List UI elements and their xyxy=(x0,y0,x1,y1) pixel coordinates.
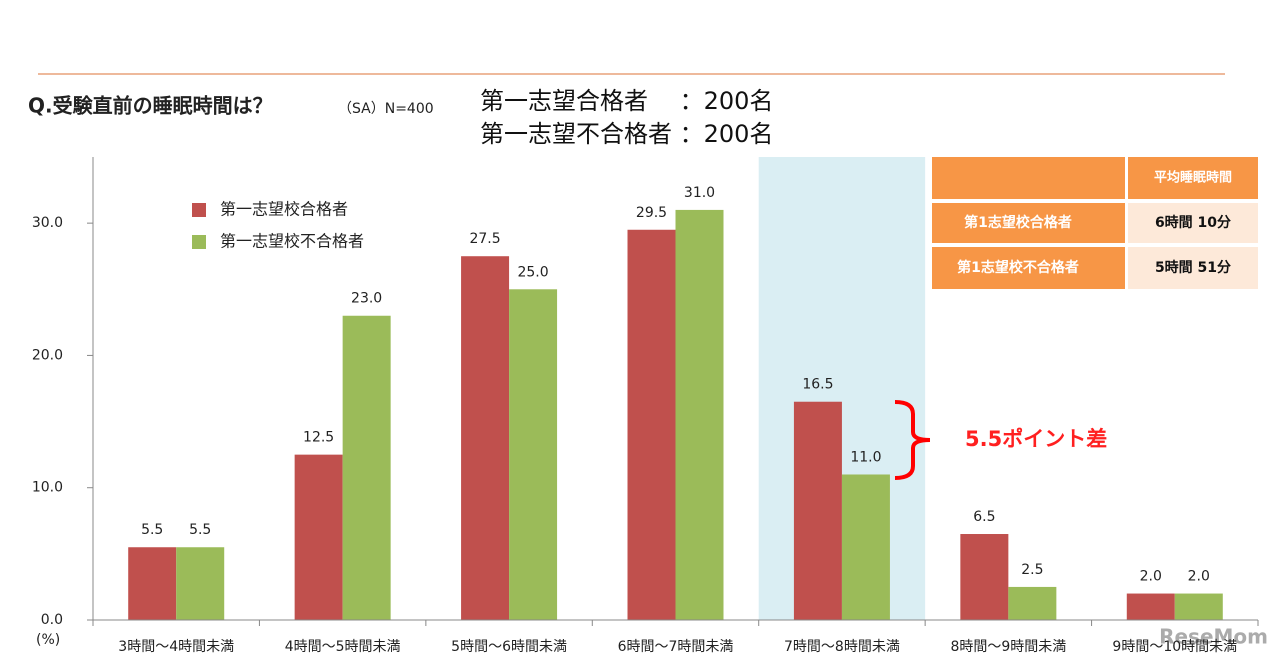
legend-swatch xyxy=(192,203,206,217)
value-label: 2.5 xyxy=(1021,562,1043,578)
y-tick-label: 30.0 xyxy=(32,215,63,231)
value-label: 31.0 xyxy=(684,185,715,201)
table-cell xyxy=(932,157,1125,199)
y-tick-label: 10.0 xyxy=(32,480,63,496)
legend-label: 第一志望校不合格者 xyxy=(220,232,364,251)
bar xyxy=(675,209,724,620)
value-label: 23.0 xyxy=(351,291,382,307)
x-tick-label: 5時間～6時間未満 xyxy=(451,639,567,655)
value-label: 25.0 xyxy=(517,264,548,280)
bar xyxy=(627,229,676,620)
table-cell xyxy=(1128,203,1258,243)
bar xyxy=(1126,593,1175,620)
value-label: 29.5 xyxy=(636,205,667,221)
value-label: 2.0 xyxy=(1188,569,1210,585)
value-label: 5.5 xyxy=(141,522,163,538)
note: 第一志望不合格者 ：200名 xyxy=(480,120,773,148)
x-tick-label: 4時間～5時間未満 xyxy=(285,639,401,655)
annotation: 5.5ポイント差 xyxy=(965,427,1107,451)
value-label: 27.5 xyxy=(469,231,500,247)
value-label: 5.5 xyxy=(189,522,211,538)
table-cell xyxy=(1128,157,1258,199)
x-tick-label: 8時間～9時間未満 xyxy=(950,639,1066,655)
bracket xyxy=(894,400,931,480)
x-tick-label: 3時間～4時間未満 xyxy=(118,639,234,655)
chart-title: Q.受験直前の睡眠時間は？ xyxy=(28,94,273,118)
x-tick-label: 7時間～8時間未満 xyxy=(784,639,900,655)
legend-label: 第一志望校合格者 xyxy=(220,200,348,219)
bar xyxy=(793,401,842,620)
note: 第一志望合格者 ：200名 xyxy=(480,87,773,115)
bar xyxy=(461,256,510,620)
table-cell-text: 第1志望校不合格者 xyxy=(957,259,1079,276)
value-label: 12.5 xyxy=(303,430,334,446)
bar xyxy=(342,315,391,620)
bar xyxy=(1174,593,1223,620)
y-tick-label: 20.0 xyxy=(32,347,63,363)
y-unit: (%) xyxy=(36,632,60,648)
x-tick-label: 9時間～10時間未満 xyxy=(1112,639,1237,655)
bar xyxy=(128,547,177,620)
table-cell xyxy=(932,247,1125,289)
table-header: 平均睡眠時間 xyxy=(1154,170,1232,186)
bar xyxy=(176,547,225,620)
table-cell xyxy=(1128,247,1258,289)
bar xyxy=(509,289,558,620)
legend-swatch xyxy=(192,235,206,249)
bar xyxy=(841,474,890,620)
value-label: 16.5 xyxy=(802,377,833,393)
bar xyxy=(1008,586,1057,620)
table-cell-text: 第1志望校合格者 xyxy=(964,214,1072,231)
x-tick-label: 6時間～7時間未満 xyxy=(618,639,734,655)
table-cell-text: 5時間 51分 xyxy=(1155,259,1231,276)
value-label: 2.0 xyxy=(1140,569,1162,585)
table-cell xyxy=(932,203,1125,243)
value-label: 6.5 xyxy=(973,509,995,525)
subtitle: （SA）N=400 xyxy=(338,101,434,117)
summary-table: 平均睡眠時間 第1志望校合格者 6時間 10分 第1志望校不合格者 5時間 51… xyxy=(932,157,1258,289)
watermark: ReseMom xyxy=(1159,625,1268,649)
table-cell-text: 6時間 10分 xyxy=(1155,214,1231,231)
bar xyxy=(960,534,1009,620)
y-tick-label: 0.0 xyxy=(41,612,63,628)
value-label: 11.0 xyxy=(850,449,881,465)
bar xyxy=(294,454,343,620)
